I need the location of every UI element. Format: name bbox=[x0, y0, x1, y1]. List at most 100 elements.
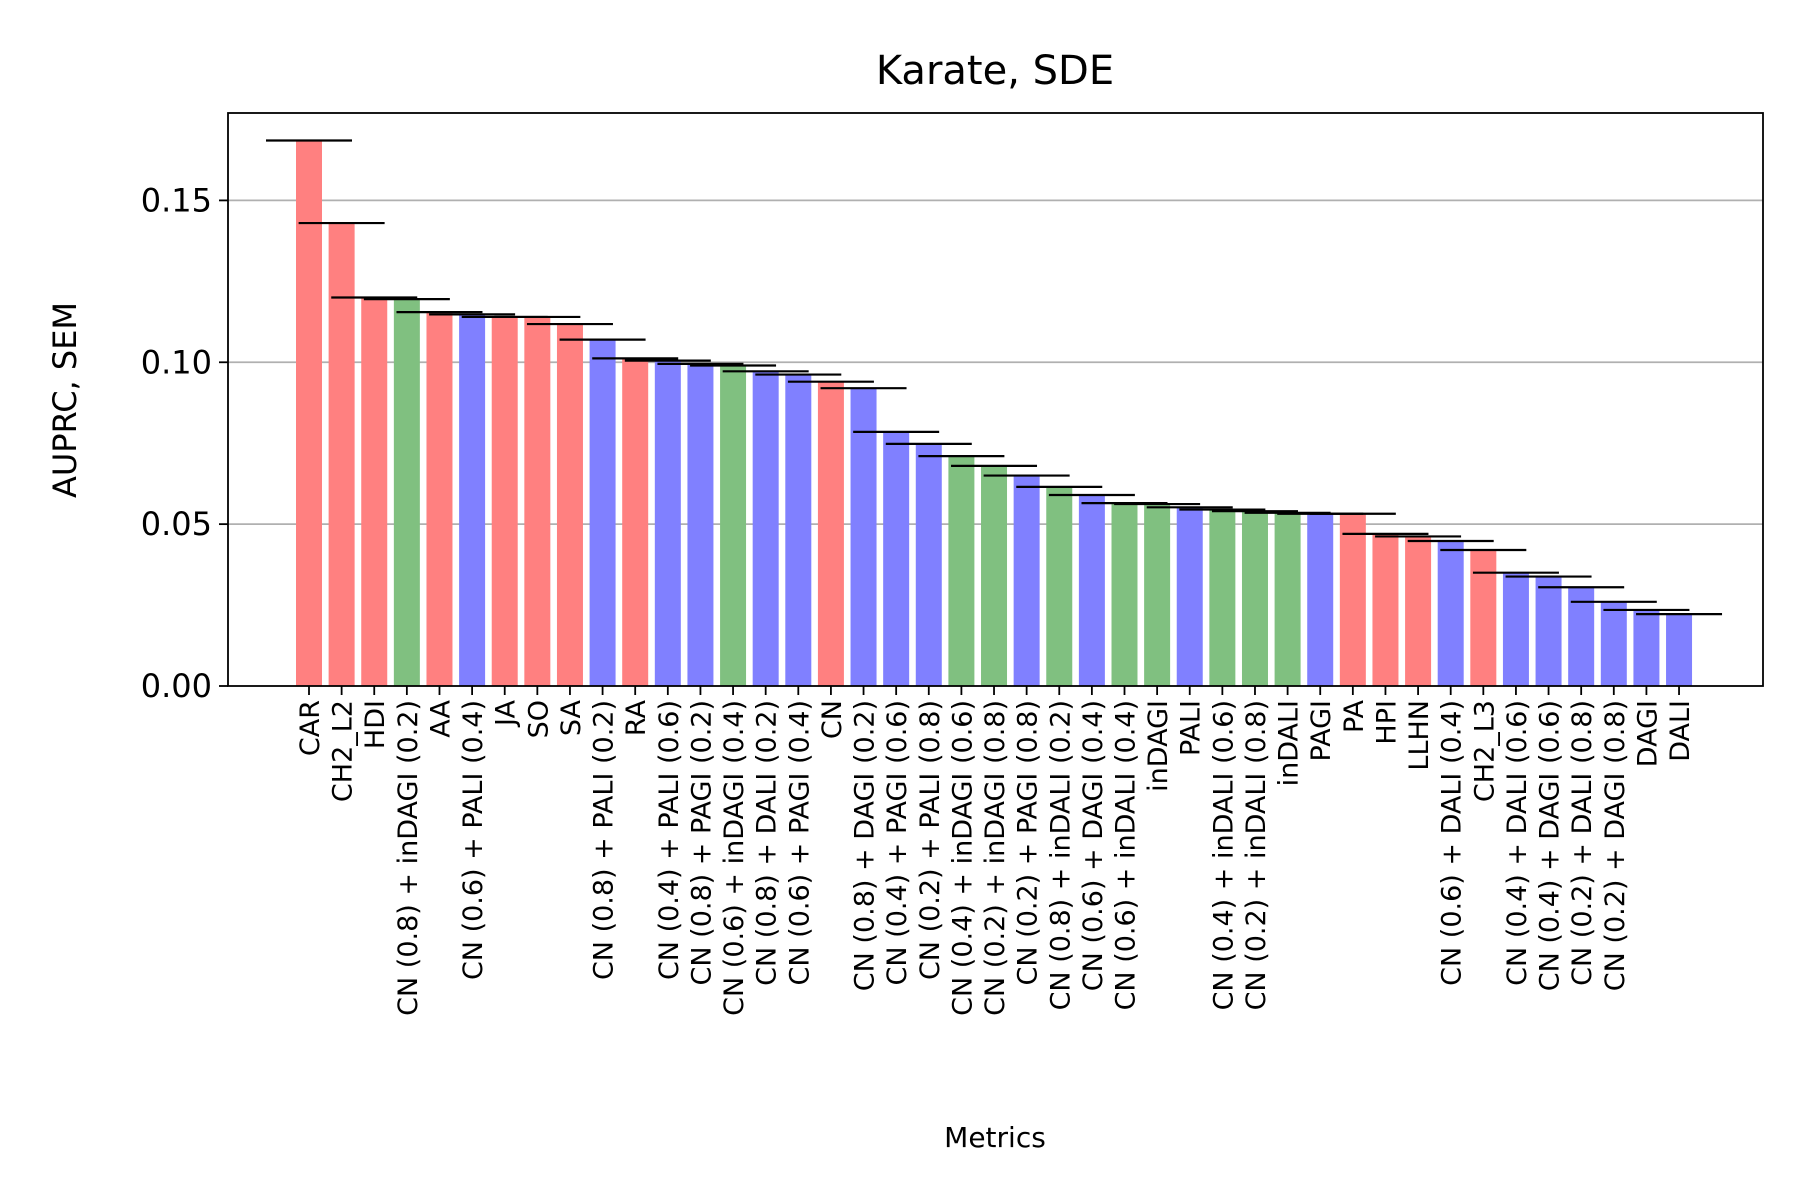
bar bbox=[883, 431, 910, 686]
x-tick-label: CH2_L2 bbox=[328, 700, 359, 802]
bar bbox=[1568, 587, 1595, 686]
bar bbox=[328, 223, 355, 686]
bar bbox=[589, 339, 616, 686]
bar bbox=[817, 381, 844, 686]
x-tick-label: CN (0.6) + PAGI (0.4) bbox=[784, 700, 815, 985]
bar bbox=[426, 312, 453, 686]
bar bbox=[1405, 536, 1432, 686]
bar bbox=[491, 316, 518, 686]
y-axis-label: AUPRC, SEM bbox=[46, 302, 84, 498]
x-tick-label: CN (0.4) + inDALI (0.6) bbox=[1208, 700, 1239, 1010]
bar bbox=[622, 358, 649, 686]
x-tick-label: DALI bbox=[1665, 700, 1696, 762]
bar bbox=[1111, 503, 1138, 686]
x-tick-label: CH2_L3 bbox=[1469, 700, 1500, 802]
x-tick-label: CN (0.6) + DALI (0.4) bbox=[1437, 700, 1468, 986]
x-tick-label: CN (0.6) + PALI (0.4) bbox=[458, 700, 489, 980]
x-tick-label: CN (0.8) + PAGI (0.2) bbox=[686, 700, 717, 985]
bar bbox=[1241, 511, 1268, 686]
x-tick-label: HPI bbox=[1371, 700, 1402, 745]
y-tick-label: 0.15 bbox=[141, 181, 212, 219]
x-tick-label: DAGI bbox=[1632, 700, 1663, 767]
x-tick-label: CN (0.2) + DAGI (0.8) bbox=[1600, 700, 1631, 991]
bar bbox=[459, 314, 486, 686]
x-tick-label: CN (0.8) + PALI (0.2) bbox=[589, 700, 620, 980]
x-tick-label: CN (0.4) + inDAGI (0.6) bbox=[947, 700, 978, 1016]
errorbar-layer bbox=[266, 139, 1723, 616]
bar bbox=[1437, 540, 1464, 686]
x-tick-label: CN bbox=[817, 700, 848, 739]
bar bbox=[361, 297, 388, 686]
bar bbox=[1470, 550, 1497, 686]
x-tick-label: CN (0.8) + inDALI (0.2) bbox=[1045, 700, 1076, 1010]
bar bbox=[393, 299, 420, 686]
x-tick-label: SO bbox=[523, 700, 554, 738]
bar bbox=[752, 371, 779, 686]
x-tick-label: CN (0.6) + inDAGI (0.4) bbox=[719, 700, 750, 1016]
bar bbox=[1013, 475, 1040, 686]
bar bbox=[1209, 509, 1236, 686]
x-tick-label: CAR bbox=[295, 700, 326, 756]
bar bbox=[915, 443, 942, 686]
x-tick-label: CN (0.6) + DAGI (0.4) bbox=[1078, 700, 1109, 991]
bar bbox=[1078, 495, 1105, 686]
y-tick-label: 0.00 bbox=[141, 667, 212, 705]
bar bbox=[1535, 576, 1562, 686]
bar bbox=[556, 324, 583, 686]
plot-frame bbox=[227, 112, 1764, 687]
bar bbox=[720, 365, 747, 686]
bar bbox=[850, 388, 877, 686]
bar bbox=[1502, 572, 1529, 686]
x-tick-label: JA bbox=[491, 699, 522, 727]
x-tick-label: CN (0.4) + DALI (0.6) bbox=[1502, 700, 1533, 986]
bar bbox=[948, 456, 975, 686]
bar bbox=[1144, 504, 1171, 686]
x-tick-label: CN (0.2) + inDAGI (0.8) bbox=[980, 700, 1011, 1016]
bar bbox=[1046, 486, 1073, 686]
bar bbox=[1307, 513, 1334, 686]
x-tick-label: CN (0.8) + inDAGI (0.2) bbox=[393, 700, 424, 1016]
x-tick-label: inDAGI bbox=[1143, 700, 1174, 792]
x-tick-label: CN (0.2) + PALI (0.8) bbox=[915, 700, 946, 980]
x-tick-label: CN (0.2) + inDALI (0.8) bbox=[1241, 700, 1272, 1010]
x-axis-label: Metrics bbox=[944, 1121, 1046, 1154]
bar bbox=[1666, 614, 1693, 686]
x-tick-label: CN (0.4) + PAGI (0.6) bbox=[882, 700, 913, 985]
x-tick-label: CN (0.4) + PALI (0.6) bbox=[654, 700, 685, 980]
bar bbox=[1372, 533, 1399, 686]
x-tick-label: PALI bbox=[1176, 700, 1207, 756]
x-tick-label: LLHN bbox=[1404, 700, 1435, 771]
bar bbox=[687, 363, 714, 686]
bar bbox=[1274, 512, 1301, 686]
bar bbox=[785, 374, 812, 686]
x-tick-label: CN (0.2) + PAGI (0.8) bbox=[1013, 700, 1044, 985]
bar-layer bbox=[296, 140, 1693, 686]
bar bbox=[296, 140, 322, 686]
y-tick-label: 0.10 bbox=[141, 343, 212, 381]
x-axis: CAR CH2_L2 HDI CN (0.8) + inDAGI (0.2) AA CN … bbox=[295, 686, 1696, 1016]
x-tick-label: PAGI bbox=[1306, 700, 1337, 761]
bar bbox=[1339, 513, 1366, 686]
x-tick-label: inDALI bbox=[1274, 700, 1305, 786]
bar bbox=[524, 316, 551, 686]
x-tick-label: RA bbox=[621, 699, 652, 736]
bar bbox=[1176, 507, 1203, 686]
x-tick-label: HDI bbox=[360, 700, 391, 749]
x-tick-label: CN (0.6) + inDALI (0.4) bbox=[1111, 700, 1142, 1010]
chart-title: Karate, SDE bbox=[876, 48, 1114, 94]
bar bbox=[1600, 601, 1627, 686]
x-tick-label: CN (0.4) + DAGI (0.6) bbox=[1535, 700, 1566, 991]
bar bbox=[1633, 609, 1660, 686]
y-tick-label: 0.05 bbox=[141, 505, 212, 543]
bar bbox=[654, 360, 681, 686]
bar bbox=[981, 465, 1008, 686]
x-tick-label: CN (0.2) + DALI (0.8) bbox=[1567, 700, 1598, 986]
x-tick-label: SA bbox=[556, 699, 587, 736]
x-tick-label: AA bbox=[425, 699, 456, 737]
x-tick-label: PA bbox=[1339, 699, 1370, 733]
x-tick-label: CN (0.8) + DAGI (0.2) bbox=[850, 700, 881, 991]
x-tick-label: CN (0.8) + DALI (0.2) bbox=[752, 700, 783, 986]
y-axis: 0.00 0.05 0.10 0.15 bbox=[141, 181, 228, 705]
